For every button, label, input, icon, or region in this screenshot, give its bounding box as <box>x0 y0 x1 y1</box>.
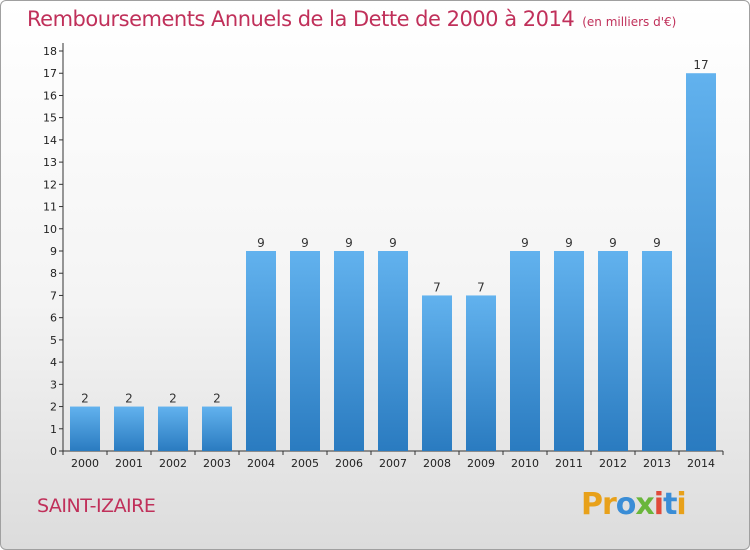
bar <box>686 73 716 451</box>
bar-value-label: 9 <box>345 236 353 250</box>
x-tick-label: 2006 <box>335 457 363 470</box>
y-tick-label: 1 <box>50 423 57 436</box>
bar <box>114 406 144 451</box>
chart-unit: (en milliers d'€) <box>582 15 677 29</box>
bar <box>510 251 540 451</box>
bar-value-label: 9 <box>257 236 265 250</box>
bar-value-label: 9 <box>389 236 397 250</box>
y-tick-label: 12 <box>43 178 57 191</box>
x-tick-label: 2008 <box>423 457 451 470</box>
commune-name: SAINT-IZAIRE <box>37 495 156 517</box>
bar <box>598 251 628 451</box>
x-tick-label: 2002 <box>159 457 187 470</box>
bar-value-label: 9 <box>609 236 617 250</box>
x-tick-label: 2000 <box>71 457 99 470</box>
x-tick-label: 2012 <box>599 457 627 470</box>
x-tick-label: 2005 <box>291 457 319 470</box>
y-tick-label: 2 <box>50 401 57 414</box>
logo-letter: i <box>653 487 664 522</box>
x-tick-label: 2014 <box>687 457 715 470</box>
y-tick-label: 10 <box>43 223 57 236</box>
chart-title: Remboursements Annuels de la Dette de 20… <box>27 7 676 31</box>
x-tick-label: 2007 <box>379 457 407 470</box>
bar <box>290 251 320 451</box>
logo-letter: P <box>581 487 603 522</box>
bar <box>202 406 232 451</box>
x-tick-label: 2004 <box>247 457 275 470</box>
logo-letter: o <box>615 487 637 522</box>
y-tick-label: 13 <box>43 156 57 169</box>
y-tick-label: 5 <box>50 334 57 347</box>
bar-value-label: 17 <box>693 58 708 72</box>
logo-letter: i <box>676 487 686 522</box>
y-tick-label: 18 <box>43 45 57 58</box>
y-tick-label: 14 <box>43 134 57 147</box>
bar <box>554 251 584 451</box>
bar <box>466 295 496 451</box>
y-tick-label: 9 <box>50 245 57 258</box>
bar-value-label: 7 <box>433 280 441 294</box>
y-tick-label: 4 <box>50 356 57 369</box>
bar <box>70 406 100 451</box>
bar-value-label: 9 <box>565 236 573 250</box>
logo-letter: t <box>663 487 677 522</box>
bar-value-label: 2 <box>125 392 133 406</box>
y-tick-label: 8 <box>50 267 57 280</box>
y-tick-label: 6 <box>50 312 57 325</box>
y-tick-label: 0 <box>50 445 57 458</box>
bar-value-label: 2 <box>169 392 177 406</box>
bar-value-label: 2 <box>81 392 89 406</box>
x-tick-label: 2003 <box>203 457 231 470</box>
y-tick-label: 7 <box>50 289 57 302</box>
bar <box>642 251 672 451</box>
x-tick-label: 2013 <box>643 457 671 470</box>
bar-value-label: 2 <box>213 392 221 406</box>
y-tick-label: 17 <box>43 67 57 80</box>
y-tick-label: 11 <box>43 201 57 214</box>
bar-value-label: 9 <box>301 236 309 250</box>
chart-title-text: Remboursements Annuels de la Dette de 20… <box>27 7 575 31</box>
bar <box>246 251 276 451</box>
proxiti-logo: Proxiti <box>581 487 687 522</box>
bar <box>378 251 408 451</box>
x-tick-label: 2011 <box>555 457 583 470</box>
bar <box>334 251 364 451</box>
y-tick-label: 16 <box>43 89 57 102</box>
x-tick-label: 2009 <box>467 457 495 470</box>
bar <box>422 295 452 451</box>
x-tick-label: 2001 <box>115 457 143 470</box>
logo-letter: x <box>635 487 654 522</box>
bar-value-label: 9 <box>653 236 661 250</box>
x-tick-label: 2010 <box>511 457 539 470</box>
y-tick-label: 15 <box>43 112 57 125</box>
bar <box>158 406 188 451</box>
y-tick-label: 3 <box>50 378 57 391</box>
logo-letter: r <box>602 487 617 522</box>
bar-value-label: 7 <box>477 280 485 294</box>
bar-value-label: 9 <box>521 236 529 250</box>
